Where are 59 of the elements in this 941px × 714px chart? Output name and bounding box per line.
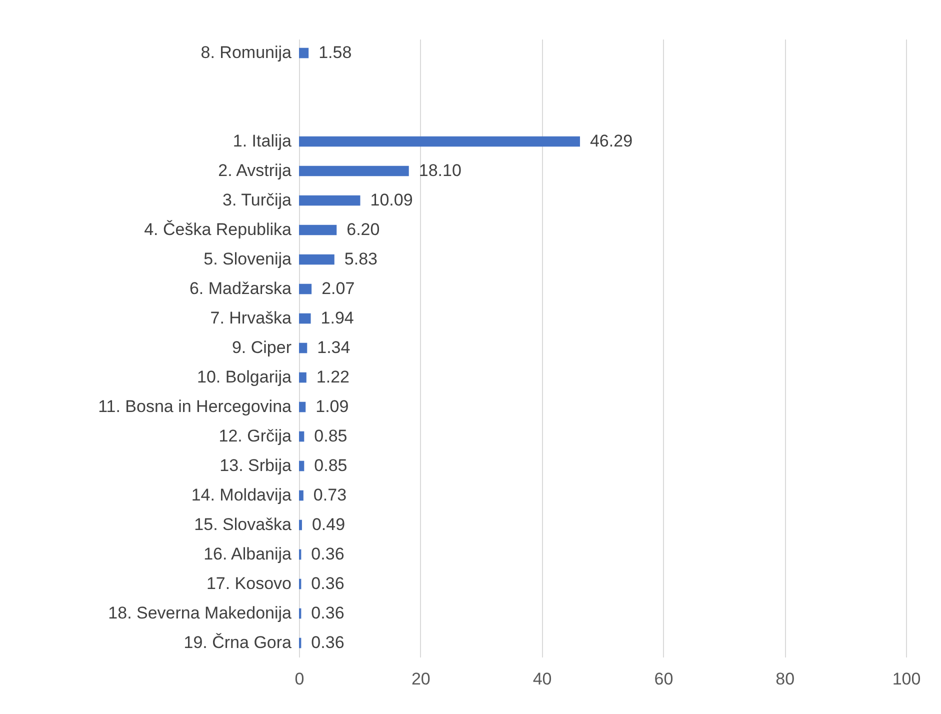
data-label: 1.34 [317,338,350,357]
data-label: 1.58 [318,43,352,62]
y-tick-label: 1. Italija [232,132,292,151]
y-tick-label: 19. Črna Gora [184,632,292,652]
data-label: 1.22 [316,368,350,386]
data-label: 0.85 [314,456,348,475]
bar [299,166,409,176]
data-label: 1.94 [320,308,354,328]
x-tick-label: 20 [411,670,430,688]
bar [299,284,312,294]
y-tick-label: 5. Slovenija [204,250,292,269]
x-tick-label: 40 [532,670,552,688]
y-tick-label: 9. Ciper [232,338,292,357]
bar [299,195,360,206]
y-tick-label: 4. Češka Republika [144,220,292,240]
bar [299,136,580,147]
x-tick-label: 80 [776,670,795,688]
data-label: 6.20 [346,220,380,240]
bar [299,48,309,58]
bar [299,460,304,472]
y-tick-label: 7. Hrvaška [210,308,292,328]
y-tick-label: 3. Turčija [222,190,292,210]
data-label: 0.49 [312,514,346,534]
bar [299,490,304,501]
y-tick-label: 14. Moldavija [191,485,292,504]
data-label: 1.09 [316,397,349,416]
y-tick-label: 2. Avstrija [218,161,292,180]
data-label: 0.36 [311,574,344,593]
data-label: 0.36 [311,544,344,564]
y-tick-label: 11. Bosna in Hercegovina [98,397,292,416]
y-tick-label: 13. Srbija [220,456,292,475]
bar [299,254,334,265]
bar [299,402,306,412]
data-label: 0.36 [311,603,344,622]
bar [299,224,337,236]
data-label: 18.10 [418,161,462,180]
y-tick-label: 8. Romunija [200,43,292,62]
x-tick-label: 60 [654,670,674,688]
y-tick-label: 6. Madžarska [189,279,292,298]
data-label: 5.83 [344,250,378,269]
y-tick-label: 15. Slovaška [194,514,292,534]
bar [299,372,306,383]
data-label: 10.09 [370,190,413,210]
bar [299,342,308,354]
y-tick-label: 16. Albanija [204,544,292,564]
data-label: 0.73 [313,485,347,504]
y-tick-label: 18. Severna Makedonija [108,603,292,622]
x-tick-label: 0 [294,670,304,688]
y-tick-label: 10. Bolgarija [196,368,292,386]
x-tick-label: 100 [892,670,921,688]
bar [299,431,304,442]
data-label: 2.07 [322,279,355,298]
data-label: 46.29 [590,132,633,151]
data-label: 0.36 [311,632,344,652]
bar [299,313,311,324]
bar [299,520,302,530]
data-label: 0.85 [314,426,348,446]
y-tick-label: 17. Kosovo [206,574,292,593]
y-tick-label: 12. Grčija [218,426,292,446]
